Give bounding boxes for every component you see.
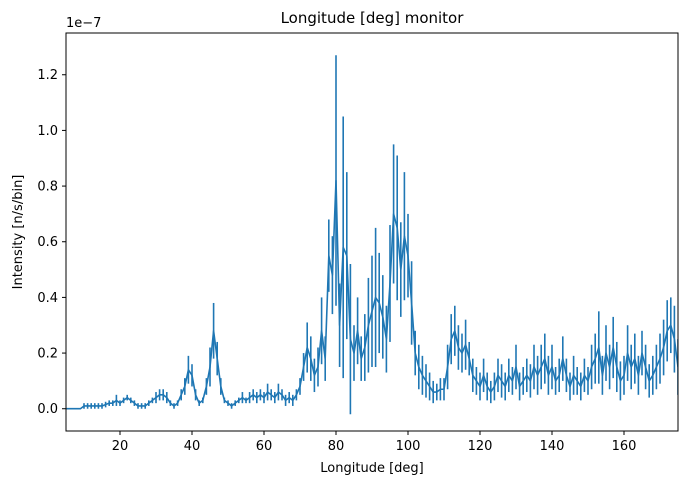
chart-title: Longitude [deg] monitor [281,9,465,27]
series-line [66,179,678,410]
plot-area [66,55,678,415]
x-tick-label: 120 [468,439,493,454]
y-axis-label: Intensity [n/s/bin] [11,175,26,290]
x-tick-label: 60 [256,439,273,454]
y-tick-label: 1.0 [37,124,58,139]
x-tick-label: 20 [112,439,129,454]
error-bars [83,55,678,415]
y-tick-label: 0.2 [37,347,58,362]
x-tick-label: 100 [396,439,421,454]
x-tick-label: 40 [184,439,201,454]
x-tick-label: 140 [540,439,565,454]
y-tick-label: 0.6 [37,235,58,250]
y-offset-text: 1e−7 [66,16,101,31]
y-tick-label: 0.0 [37,402,58,417]
y-tick-label: 1.2 [37,68,58,83]
y-tick-label: 0.4 [37,291,58,306]
x-tick-label: 160 [612,439,637,454]
axes-frame [65,32,679,432]
x-axis-label: Longitude [deg] [320,461,423,476]
y-tick-label: 0.8 [37,180,58,195]
y-axis-ticks: 0.0 0.2 0.4 0.6 0.8 1.0 1.2 [37,68,66,417]
x-axis-ticks: 20 40 60 80 100 120 140 160 [112,431,637,454]
x-tick-label: 80 [328,439,345,454]
